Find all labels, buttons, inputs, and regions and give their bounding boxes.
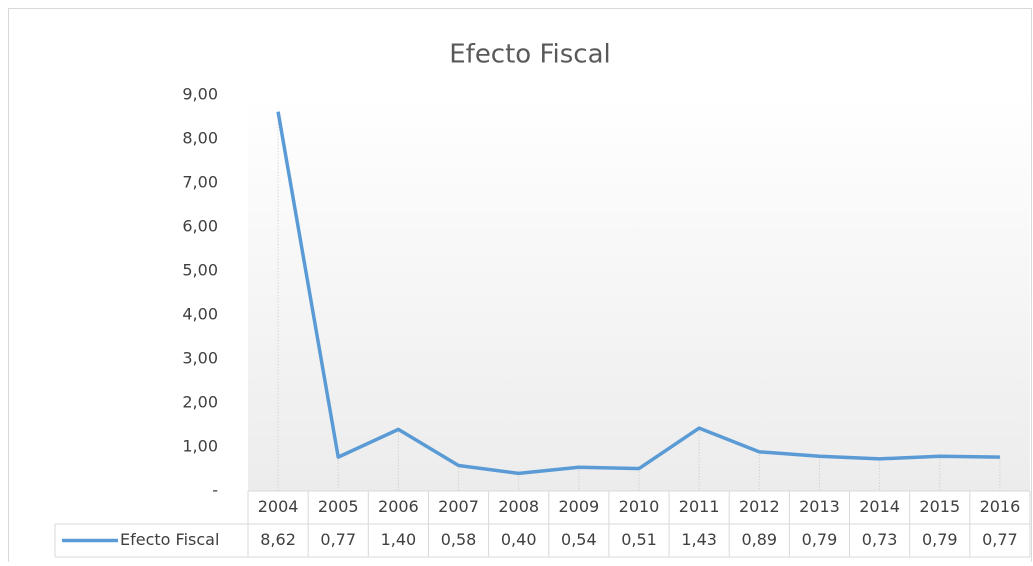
series-line bbox=[276, 111, 1000, 476]
x-tick-label: 2009 bbox=[558, 497, 599, 516]
y-tick-label: 3,00 bbox=[182, 349, 218, 368]
y-tick-label: - bbox=[212, 481, 218, 500]
x-tick-label: 2011 bbox=[679, 497, 720, 516]
table-value: 0,79 bbox=[922, 530, 958, 549]
x-tick-label: 2007 bbox=[438, 497, 479, 516]
x-tick-label: 2004 bbox=[258, 497, 299, 516]
x-tick-label: 2015 bbox=[919, 497, 960, 516]
legend-label: Efecto Fiscal bbox=[120, 530, 219, 549]
x-tick-label: 2016 bbox=[980, 497, 1021, 516]
y-tick-label: 2,00 bbox=[182, 393, 218, 412]
table-value: 0,73 bbox=[862, 530, 898, 549]
table-value: 0,54 bbox=[561, 530, 597, 549]
x-tick-label: 2005 bbox=[318, 497, 359, 516]
x-tick-label: 2006 bbox=[378, 497, 419, 516]
y-tick-label: 9,00 bbox=[182, 85, 218, 104]
y-tick-label: 5,00 bbox=[182, 261, 218, 280]
table-value: 0,58 bbox=[441, 530, 477, 549]
table-value: 0,51 bbox=[621, 530, 657, 549]
table-value: 1,43 bbox=[681, 530, 717, 549]
y-tick-label: 8,00 bbox=[182, 129, 218, 148]
y-tick-label: 4,00 bbox=[182, 305, 218, 324]
table-value: 0,77 bbox=[320, 530, 356, 549]
table-value: 1,40 bbox=[381, 530, 417, 549]
table-value: 0,89 bbox=[741, 530, 777, 549]
x-tick-label: 2012 bbox=[739, 497, 780, 516]
y-tick-label: 6,00 bbox=[182, 217, 218, 236]
table-value: 0,77 bbox=[982, 530, 1018, 549]
chart-title: Efecto Fiscal bbox=[449, 40, 611, 70]
x-tick-label: 2010 bbox=[619, 497, 660, 516]
x-tick-label: 2013 bbox=[799, 497, 840, 516]
plot-area bbox=[248, 95, 1030, 491]
x-tick-label: 2014 bbox=[859, 497, 900, 516]
y-tick-label: 7,00 bbox=[182, 173, 218, 192]
x-tick-label: 2008 bbox=[498, 497, 539, 516]
table-value: 0,40 bbox=[501, 530, 537, 549]
y-tick-label: 1,00 bbox=[182, 437, 218, 456]
table-value: 8,62 bbox=[260, 530, 296, 549]
table-value: 0,79 bbox=[802, 530, 838, 549]
